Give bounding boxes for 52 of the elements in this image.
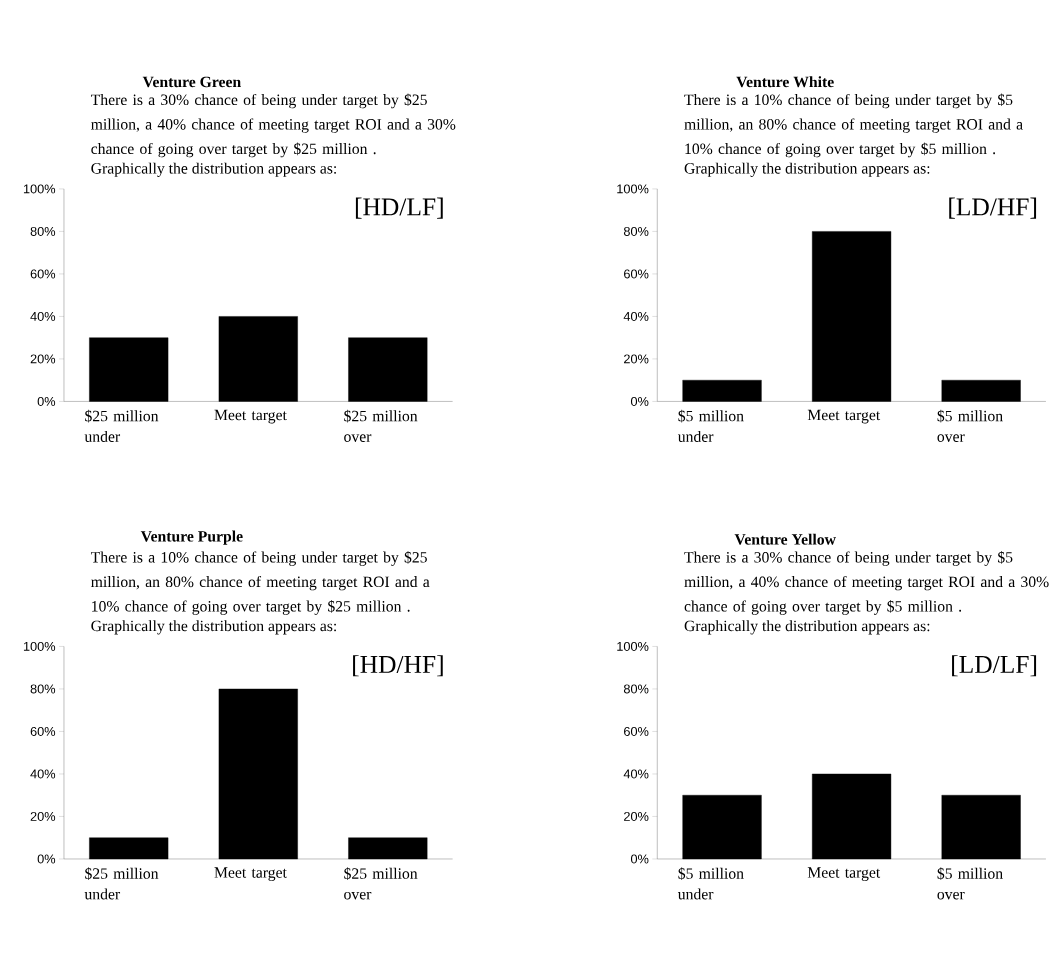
x-tick-label: Meet target — [214, 867, 287, 881]
y-tick-label: 60% — [30, 269, 56, 279]
y-tick-label: 0% — [37, 854, 56, 864]
y-tick-label: 60% — [624, 726, 649, 736]
y-tick-label: 0% — [37, 396, 56, 406]
x-tick-label: $25 million over — [344, 409, 418, 442]
annotation: [HD/LF] — [355, 197, 443, 219]
y-tick-label: 100% — [617, 184, 649, 194]
x-tick-label: $5 million over — [937, 867, 1003, 900]
y-tick-label: 80% — [30, 226, 56, 236]
x-tick-label: Meet target — [807, 409, 881, 424]
y-tick-label: 100% — [23, 184, 56, 194]
x-tick-label: $5 million over — [937, 409, 1003, 442]
x-tick-label: $5 million under — [677, 409, 744, 442]
text: Graphically the distribution appears as: — [91, 620, 336, 635]
x-tick-label: $25 million under — [84, 867, 159, 900]
chart-subtitle: There is a 30% chance of being under target by $25 million, a 40% chance of meeting target ROI and a 30% chance of going over target by $25 million . — [91, 93, 456, 158]
y-tick-label: 20% — [624, 811, 649, 821]
y-tick-label: 60% — [30, 726, 56, 736]
x-tick-label: Meet target — [214, 409, 287, 424]
chart-title: Venture Purple — [140, 530, 243, 545]
y-tick-label: 20% — [30, 354, 56, 364]
chart-title: Venture Yellow — [734, 533, 836, 545]
y-tick-label: 40% — [623, 769, 649, 779]
y-tick-label: 0% — [630, 854, 649, 864]
y-tick-label: 0% — [630, 396, 649, 406]
x-tick-label: Meet target — [807, 867, 881, 881]
y-tick-label: 20% — [30, 811, 56, 821]
y-tick-label: 40% — [623, 311, 649, 321]
x-tick-label: $5 million under — [677, 867, 744, 900]
y-tick-label: 60% — [624, 269, 649, 279]
annotation: [LD/LF] — [952, 655, 1037, 677]
chart-subtitle: There is a 10% chance of being under target by $25 million, an 80% chance of meeting target ROI and a 10% chance of going over target by $25 million . — [91, 550, 430, 615]
x-tick-label: $25 million over — [344, 867, 418, 900]
y-tick-label: 80% — [623, 226, 649, 236]
chart-title: Venture Green — [142, 76, 241, 88]
y-tick-label: 40% — [30, 769, 56, 779]
chart-subtitle: There is a 10% chance of being under target by $5 million, an 80% chance of meeting target ROI and a 10% chance of going over target by $5 million . — [684, 93, 1023, 158]
annotation: [LD/HF] — [949, 197, 1037, 219]
annotation: [HD/HF] — [353, 655, 443, 677]
y-tick-label: 80% — [30, 684, 56, 694]
text: Graphically the distribution appears as: — [91, 162, 336, 177]
y-tick-label: 80% — [623, 684, 649, 694]
x-tick-label: $25 million under — [84, 409, 159, 442]
y-tick-label: 100% — [617, 641, 649, 651]
text: Graphically the distribution appears as: — [684, 620, 930, 635]
chart-title: Venture White — [736, 76, 834, 88]
text: Graphically the distribution appears as: — [684, 162, 930, 177]
y-tick-label: 40% — [30, 311, 56, 321]
y-tick-label: 100% — [23, 641, 56, 651]
chart-subtitle: There is a 30% chance of being under target by $5 million, a 40% chance of meeting target ROI and a 30% chance of going over target by $5 million . — [684, 550, 1049, 615]
y-tick-label: 20% — [624, 354, 649, 364]
